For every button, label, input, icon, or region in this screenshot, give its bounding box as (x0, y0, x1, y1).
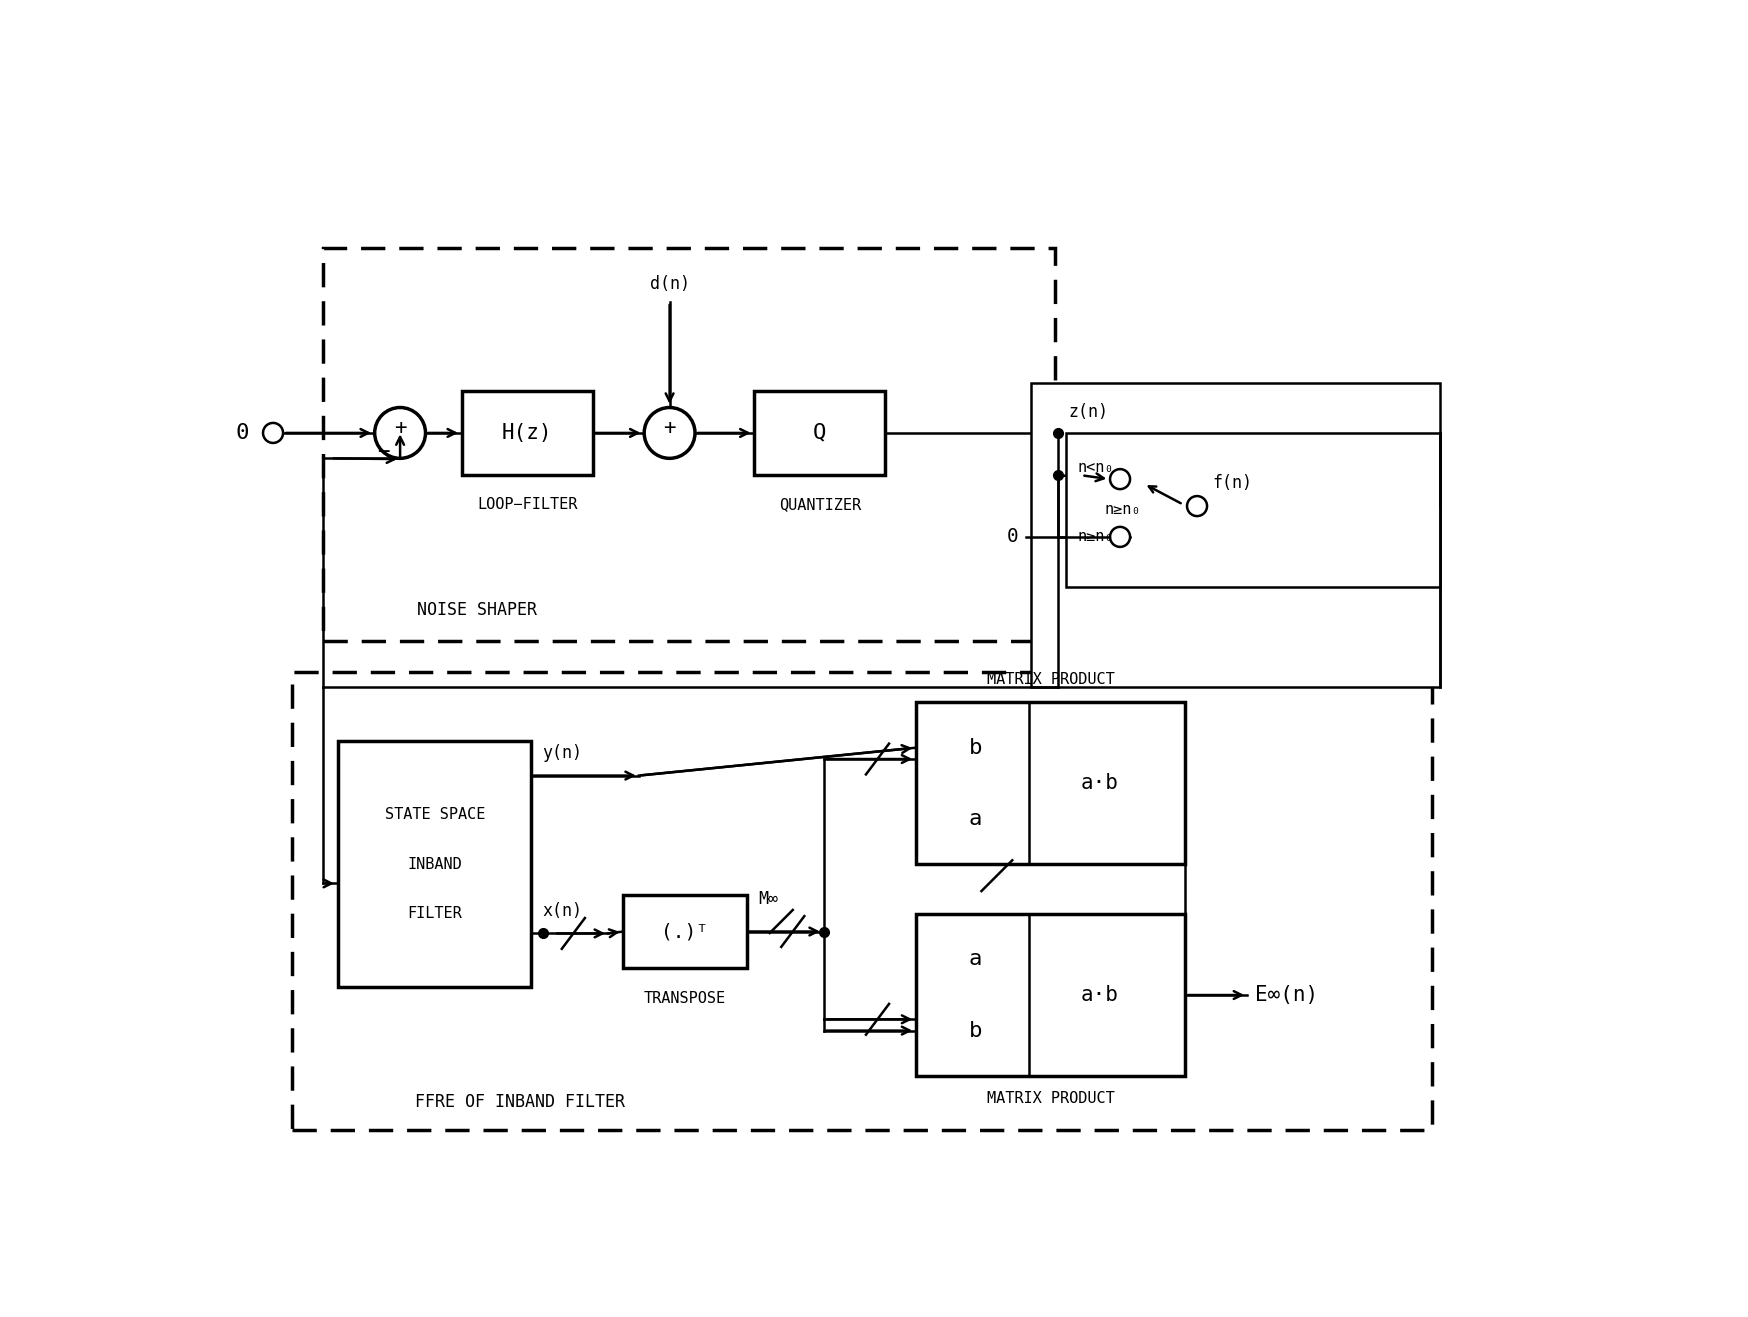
Text: n≥n₀: n≥n₀ (1105, 502, 1140, 518)
Text: NOISE SHAPER: NOISE SHAPER (416, 602, 537, 619)
Text: a: a (968, 809, 981, 828)
Text: Q: Q (813, 423, 827, 443)
Text: MATRIX PRODUCT: MATRIX PRODUCT (986, 672, 1113, 687)
Text: H(z): H(z) (502, 423, 552, 443)
Text: f(n): f(n) (1211, 474, 1252, 493)
Text: INBAND: INBAND (407, 856, 461, 872)
Text: +: + (662, 419, 675, 439)
Text: +: + (393, 419, 406, 439)
Circle shape (643, 407, 694, 458)
Text: x(n): x(n) (542, 902, 582, 919)
Text: z(n): z(n) (1068, 403, 1108, 421)
Bar (1031, 383, 1439, 687)
Text: TRANSPOSE: TRANSPOSE (643, 992, 725, 1006)
Text: a·b: a·b (1080, 985, 1117, 1005)
Bar (461, 391, 593, 475)
Text: a·b: a·b (1080, 773, 1117, 793)
Text: n<n₀: n<n₀ (1077, 460, 1113, 475)
Bar (339, 741, 531, 988)
Circle shape (1110, 527, 1129, 547)
Bar (622, 896, 746, 968)
Bar (292, 672, 1432, 1130)
Text: LOOP−FILTER: LOOP−FILTER (477, 497, 577, 512)
Text: M∞: M∞ (757, 890, 778, 909)
Bar (753, 391, 884, 475)
Text: y(n): y(n) (542, 744, 582, 761)
Circle shape (262, 423, 283, 443)
Text: b: b (968, 738, 981, 757)
Text: MATRIX PRODUCT: MATRIX PRODUCT (986, 1092, 1113, 1106)
Bar (916, 914, 1185, 1076)
Circle shape (374, 407, 425, 458)
Text: b: b (968, 1021, 981, 1040)
Text: 0: 0 (1005, 527, 1017, 547)
Text: a: a (968, 950, 981, 969)
Circle shape (1110, 469, 1129, 489)
Text: E∞(n): E∞(n) (1253, 985, 1318, 1005)
Circle shape (1187, 497, 1206, 516)
Text: d(n): d(n) (649, 275, 689, 292)
Text: FILTER: FILTER (407, 906, 461, 921)
Text: QUANTIZER: QUANTIZER (778, 497, 860, 512)
Bar (1066, 433, 1439, 587)
Text: (.)ᵀ: (.)ᵀ (661, 922, 708, 942)
Text: −: − (376, 443, 390, 462)
Text: FFRE OF INBAND FILTER: FFRE OF INBAND FILTER (416, 1093, 626, 1110)
Bar (916, 702, 1185, 864)
Bar (323, 248, 1054, 641)
Text: n≥n₀: n≥n₀ (1077, 529, 1113, 544)
Text: STATE SPACE: STATE SPACE (385, 807, 484, 822)
Text: 0: 0 (236, 423, 248, 443)
